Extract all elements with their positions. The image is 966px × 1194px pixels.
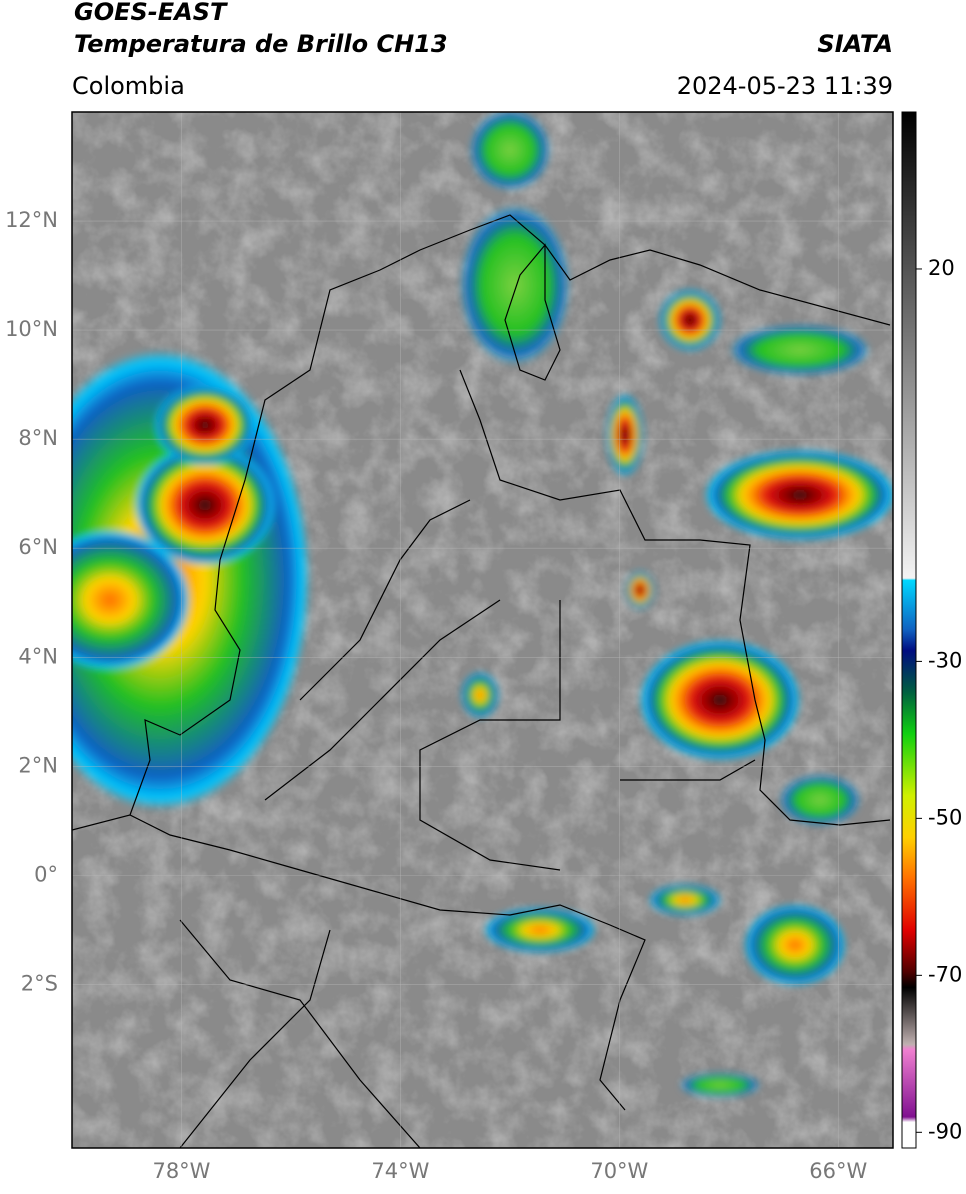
satellite-title: GOES-EAST <box>74 0 228 26</box>
region-label: Colombia <box>72 72 185 100</box>
y-tick-label: 2°N <box>18 753 58 777</box>
y-tick-label: 4°N <box>18 644 58 668</box>
borders <box>72 214 891 1148</box>
graticule <box>72 112 893 1148</box>
y-tick-label: 2°S <box>21 971 58 995</box>
y-tick-label: 12°N <box>5 208 58 232</box>
y-tick-label: 0° <box>34 862 58 886</box>
x-tick-label: 74°W <box>371 1159 429 1183</box>
x-tick-label: 78°W <box>152 1159 210 1183</box>
colorbar-tick-label: -50 <box>928 805 962 829</box>
colorbar-tick-label: -70 <box>928 962 962 986</box>
colorbar-tick-label: -30 <box>928 648 962 672</box>
x-tick-label: 66°W <box>809 1159 867 1183</box>
satellite-image <box>72 112 893 1148</box>
datetime-label: 2024-05-23 11:39 <box>677 72 893 100</box>
y-tick-label: 8°N <box>18 426 58 450</box>
y-tick-label: 6°N <box>18 535 58 559</box>
map-frame <box>71 111 894 1149</box>
colorbar <box>901 111 917 1149</box>
product-title: Temperatura de Brillo CH13 <box>74 30 448 58</box>
y-tick-label: 10°N <box>5 317 58 341</box>
convection <box>72 112 893 1097</box>
colorbar-tick-label: -90 <box>928 1119 962 1143</box>
source-label: SIATA <box>817 30 893 58</box>
colorbar-tick-label: 20 <box>928 256 955 280</box>
x-tick-label: 70°W <box>590 1159 648 1183</box>
